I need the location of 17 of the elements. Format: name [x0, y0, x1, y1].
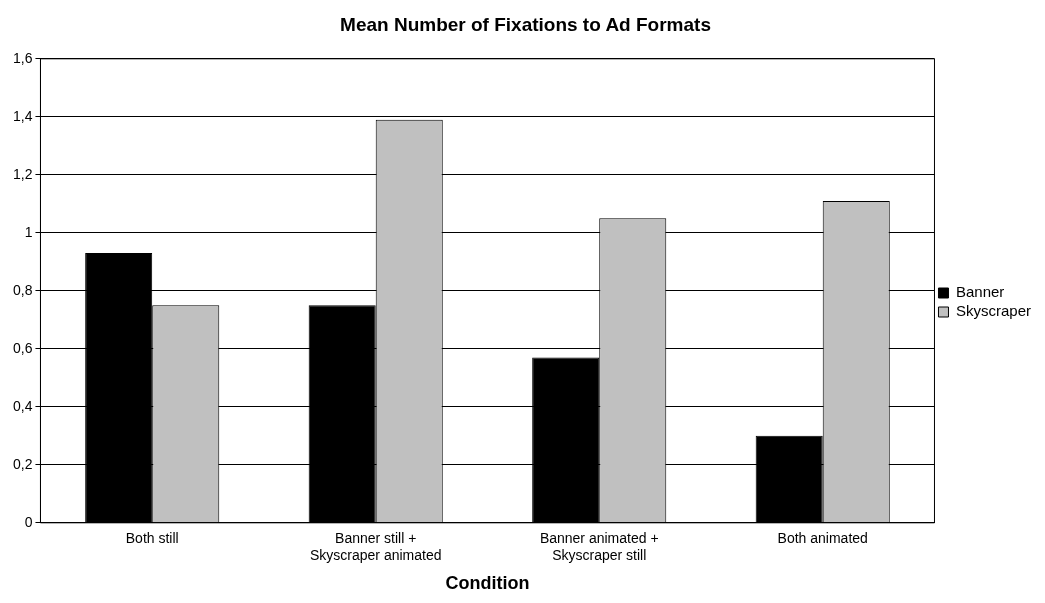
x-axis-title: Condition: [445, 573, 530, 594]
x-tick-label: Both animated: [777, 530, 868, 547]
y-tick-label: 1,2: [12, 165, 33, 182]
chart-title: Mean Number of Fixations to Ad Formats: [340, 13, 711, 35]
y-tick-label: 0: [24, 513, 33, 530]
x-tick-label: Banner still + Skyscraper animated: [309, 530, 442, 563]
legend-label: Banner: [955, 283, 1005, 301]
legend-label: Skyscraper: [955, 302, 1032, 320]
x-tick-label: Banner animated + Skyscraper still: [539, 530, 659, 563]
x-tick-label: Both still: [125, 530, 179, 547]
y-tick-label: 0,8: [12, 281, 33, 298]
y-tick-label: 1,4: [12, 107, 33, 124]
y-tick-label: 1: [24, 223, 33, 240]
y-tick-label: 0,6: [12, 339, 33, 356]
y-tick-label: 0,4: [12, 397, 33, 414]
y-tick-label: 0,2: [12, 455, 33, 472]
y-tick-label: 1,6: [12, 49, 33, 66]
